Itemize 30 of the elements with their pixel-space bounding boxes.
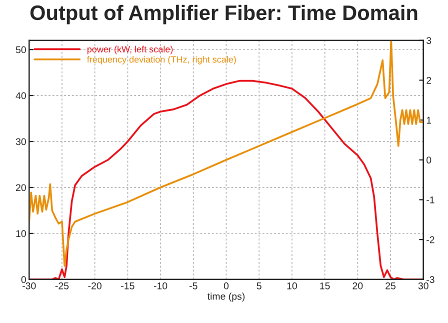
- x-tick-label: 30: [418, 282, 428, 290]
- y-tick-label: 0: [21, 276, 26, 284]
- y-tick-label: 50: [16, 46, 26, 54]
- x-tick-label: 20: [352, 282, 363, 290]
- y-tick-label: 20: [16, 184, 26, 192]
- y2-tick-label: -2: [426, 236, 434, 244]
- chart-title: Output of Amplifier Fiber: Time Domain: [30, 4, 418, 24]
- x-tick-label: -5: [189, 282, 198, 290]
- y-tick-label: 30: [16, 138, 26, 146]
- y2-tick-label: -1: [426, 196, 434, 204]
- legend-label: frequency deviation (THz, right scale): [87, 56, 236, 64]
- y-tick-label: 10: [16, 230, 26, 238]
- x-tick-label: -30: [22, 282, 36, 290]
- legend-label: power (kW, left scale): [87, 46, 173, 54]
- x-axis-title: time (ps): [207, 292, 245, 302]
- x-tick-label: -10: [154, 282, 168, 290]
- x-tick-label: 0: [224, 282, 229, 290]
- y2-tick-label: -3: [426, 276, 434, 284]
- x-tick-label: 5: [256, 282, 262, 290]
- x-tick-label: -15: [121, 282, 134, 290]
- x-tick-label: 25: [386, 282, 396, 290]
- x-tick-label: 10: [287, 282, 297, 290]
- x-tick-label: 15: [320, 282, 330, 290]
- x-tick-label: -25: [55, 282, 69, 290]
- y2-tick-label: 2: [426, 76, 432, 84]
- y2-tick-label: 3: [426, 37, 432, 44]
- x-tick-label: -20: [88, 282, 102, 290]
- y2-tick-label: 0: [426, 156, 432, 164]
- y-tick-label: 40: [16, 92, 26, 100]
- y2-tick-label: 1: [426, 116, 432, 124]
